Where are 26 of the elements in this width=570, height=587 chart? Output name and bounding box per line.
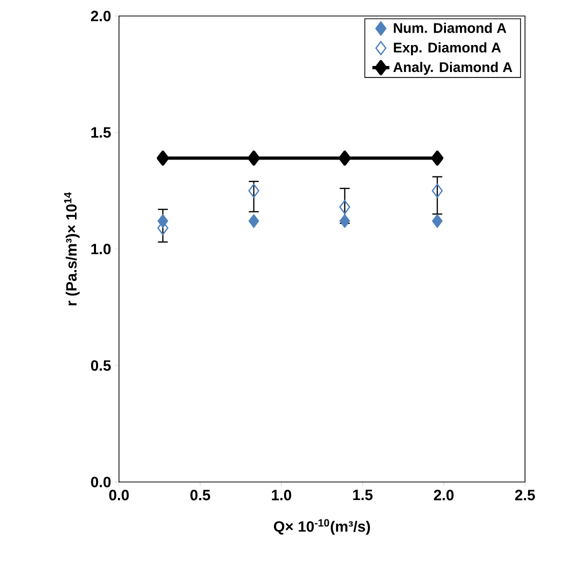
y-tick-label: 2.0 (90, 10, 111, 22)
x-tick-label: 1.0 (272, 490, 292, 500)
point (432, 184, 443, 198)
x-tick-label: 0.5 (190, 490, 210, 500)
y-tick-label: 1.5 (91, 127, 111, 138)
x-tick-label: 1.5 (353, 490, 373, 500)
y-tick-label: 0.0 (91, 476, 111, 488)
point (156, 150, 169, 166)
point (431, 150, 444, 166)
point (339, 200, 350, 214)
point (248, 184, 260, 198)
x-tick-label: 0.0 (109, 490, 129, 500)
legend-label: Analy. Diamond A (393, 62, 512, 75)
x-axis-title: Q× 10$^{-10}$(m³/s) (274, 519, 370, 535)
legend-label: Num. Diamond A (394, 22, 506, 33)
x-tick-label: 2.5 (515, 490, 535, 500)
point (339, 214, 350, 228)
y-tick-label: 1.0 (91, 244, 111, 254)
y-axis-title: r (Pa.s/m³)× 10$^{14}$ (64, 192, 80, 306)
point (338, 150, 351, 166)
y-tick-label: 0.5 (91, 360, 111, 371)
point (432, 214, 443, 228)
point (248, 150, 260, 166)
legend-label: Exp. Diamond A (394, 42, 501, 56)
x-tick-label: 2.0 (434, 490, 454, 500)
point (248, 214, 260, 228)
